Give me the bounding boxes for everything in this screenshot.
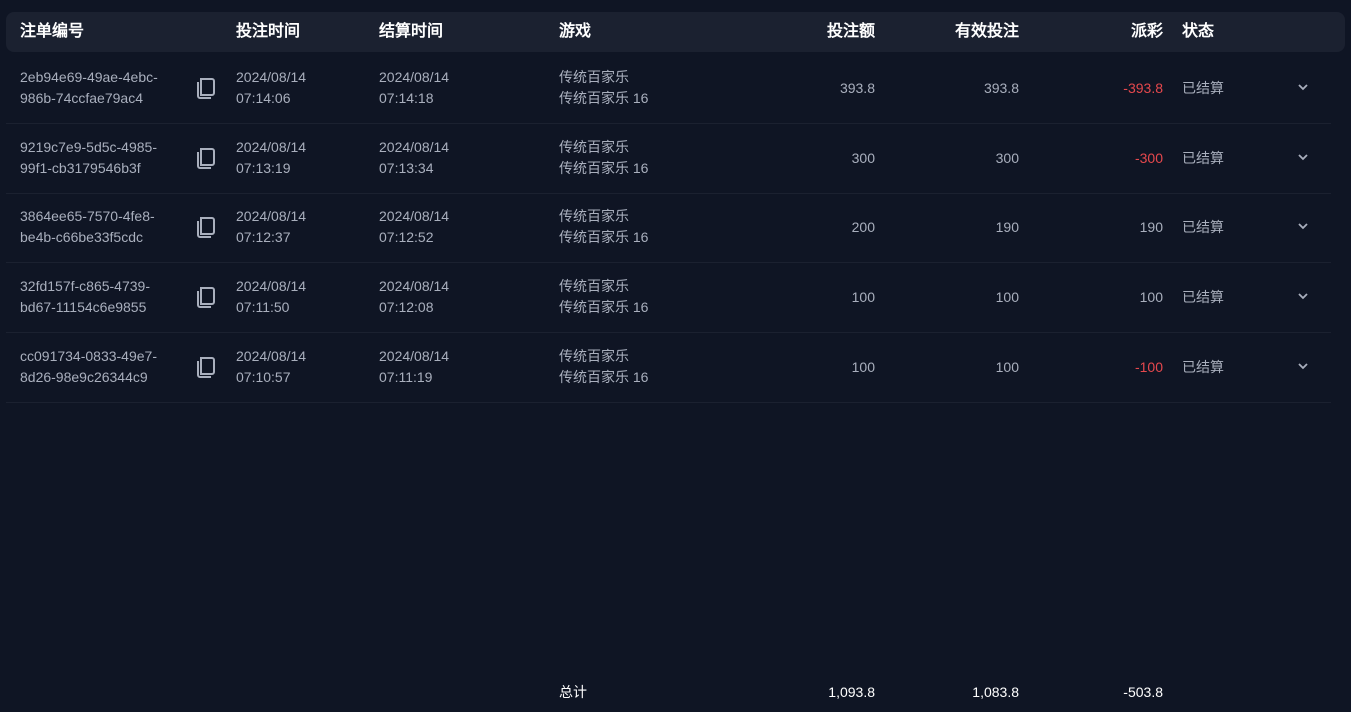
table-row[interactable]: 3864ee65-7570-4fe8- be4b-c66be33f5cdc 202… (6, 193, 1331, 264)
game: 传统百家乐 传统百家乐 16 (559, 69, 649, 106)
game: 传统百家乐 传统百家乐 16 (559, 278, 649, 316)
status: 已结算 (1182, 289, 1224, 306)
settle-time: 2024/08/14 07:12:08 (379, 278, 450, 316)
settle-time: 2024/08/14 07:11:19 (379, 347, 450, 385)
valid-bet: 100 (995, 358, 1019, 375)
game: 传统百家乐 传统百家乐 16 (559, 138, 649, 176)
bet-id: 2eb94e69-49ae-4ebc- 986b-74ccfae79ac4 (20, 69, 158, 106)
bet-amount: 100 (851, 289, 875, 306)
header-id: 注单编号 (20, 23, 85, 40)
table-row[interactable]: 2eb94e69-49ae-4ebc- 986b-74ccfae79ac4 202… (6, 54, 1331, 124)
status: 已结算 (1182, 219, 1224, 236)
header-amount: 投注额 (826, 23, 875, 40)
copy-icon[interactable] (195, 76, 217, 100)
copy-icon[interactable] (195, 146, 217, 170)
status: 已结算 (1182, 358, 1224, 375)
payout: 100 (1139, 289, 1163, 306)
chevron-down-icon[interactable] (1296, 291, 1310, 301)
header-settle-time: 结算时间 (379, 23, 444, 40)
bet-id: 32fd157f-c865-4739- bd67-11154c6e9855 (20, 278, 150, 316)
copy-icon[interactable] (195, 215, 217, 239)
bet-time: 2024/08/14 07:10:57 (236, 347, 307, 385)
game: 传统百家乐 传统百家乐 16 (559, 347, 649, 385)
header-game: 游戏 (559, 23, 592, 40)
chevron-down-icon[interactable] (1296, 152, 1310, 162)
bet-time: 2024/08/14 07:13:19 (236, 138, 307, 176)
status: 已结算 (1182, 80, 1224, 96)
bet-time: 2024/08/14 07:12:37 (236, 208, 307, 246)
valid-bet: 393.8 (983, 80, 1019, 96)
header-valid: 有效投注 (954, 23, 1019, 40)
total-payout: -503.8 (1123, 684, 1163, 700)
bet-id: 3864ee65-7570-4fe8- be4b-c66be33f5cdc (20, 208, 155, 246)
bet-amount: 100 (851, 358, 875, 375)
total-amount: 1,093.8 (828, 684, 875, 700)
valid-bet: 100 (995, 289, 1019, 306)
settle-time: 2024/08/14 07:14:18 (379, 69, 450, 106)
bet-amount: 200 (851, 219, 875, 236)
bet-id: cc091734-0833-49e7- 8d26-98e9c26344c9 (20, 347, 157, 385)
status: 已结算 (1182, 149, 1224, 166)
table-header: 注单编号 投注时间 结算时间 游戏 投注额 有效投注 派彩 状态 (6, 12, 1345, 52)
bet-time: 2024/08/14 07:14:06 (236, 69, 307, 106)
bet-id: 9219c7e9-5d5c-4985- 99f1-cb3179546b3f (20, 138, 157, 176)
chevron-down-icon[interactable] (1296, 361, 1310, 371)
table-row[interactable]: 32fd157f-c865-4739- bd67-11154c6e9855 202… (6, 263, 1331, 334)
payout: -393.8 (1123, 80, 1163, 96)
bet-time: 2024/08/14 07:11:50 (236, 278, 307, 316)
total-label: 总计 (559, 684, 587, 700)
header-bet-time: 投注时间 (236, 23, 301, 40)
payout: -300 (1134, 149, 1163, 166)
header-payout: 派彩 (1130, 23, 1163, 40)
header-status: 状态 (1182, 23, 1215, 40)
valid-bet: 300 (995, 149, 1019, 166)
bet-amount: 300 (851, 149, 875, 166)
copy-icon[interactable] (195, 355, 217, 379)
settle-time: 2024/08/14 07:13:34 (379, 138, 450, 176)
total-valid: 1,083.8 (972, 684, 1019, 700)
settle-time: 2024/08/14 07:12:52 (379, 208, 450, 246)
table-row[interactable]: 9219c7e9-5d5c-4985- 99f1-cb3179546b3f 202… (6, 124, 1331, 194)
payout: 190 (1139, 219, 1163, 236)
chevron-down-icon[interactable] (1296, 82, 1310, 92)
chevron-down-icon[interactable] (1296, 221, 1310, 231)
game: 传统百家乐 传统百家乐 16 (559, 208, 649, 246)
payout: -100 (1134, 358, 1163, 375)
copy-icon[interactable] (195, 285, 217, 309)
bet-amount: 393.8 (839, 80, 875, 96)
table-row[interactable]: cc091734-0833-49e7- 8d26-98e9c26344c9 202… (6, 333, 1331, 403)
valid-bet: 190 (995, 219, 1019, 236)
